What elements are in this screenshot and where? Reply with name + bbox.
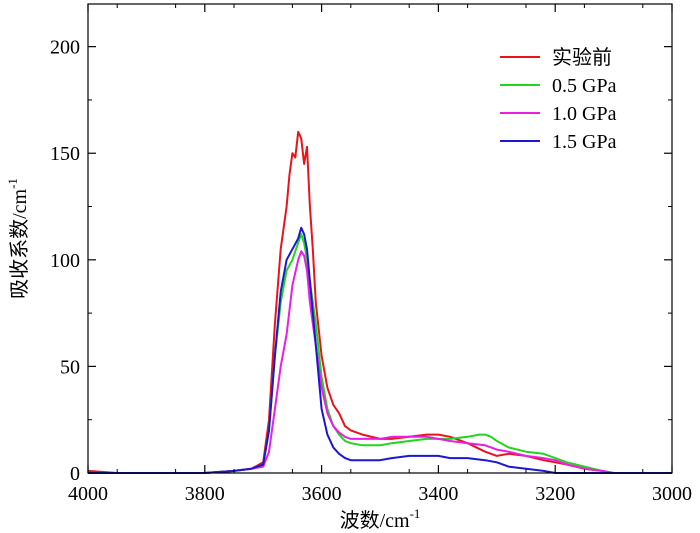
x-axis-title: 波数/cm-1 xyxy=(340,506,421,532)
x-axis-title-text: 波数/cm xyxy=(340,509,410,532)
y-tick-label-1: 50 xyxy=(60,356,80,378)
series-group xyxy=(87,130,672,474)
x-tick-label-2: 3600 xyxy=(302,483,342,505)
x-axis-title-superscript: -1 xyxy=(410,506,421,521)
series-line-0 xyxy=(87,130,672,474)
series-line-1 xyxy=(88,233,672,474)
x-tick-label-0: 4000 xyxy=(68,483,108,505)
legend-label-1: 0.5 GPa xyxy=(552,75,617,97)
series-line-2 xyxy=(88,250,672,474)
y-tick-label-4: 200 xyxy=(50,37,80,59)
y-axis-title: 吸收系数/cm-1 xyxy=(5,178,31,299)
legend-label-0: 实验前 xyxy=(552,46,612,69)
y-axis-title-text: 吸收系数/cm xyxy=(8,188,31,298)
series-line-3 xyxy=(88,226,672,474)
y-axis-title-superscript: -1 xyxy=(5,178,20,189)
legend-label-2: 1.0 GPa xyxy=(552,103,617,125)
x-tick-label-4: 3200 xyxy=(535,483,575,505)
x-tick-label-1: 3800 xyxy=(185,483,225,505)
x-tick-label-3: 3400 xyxy=(418,483,458,505)
x-tick-label-5: 3000 xyxy=(652,483,692,505)
plot-frame xyxy=(87,3,673,474)
legend: 实验前 0.5 GPa 1.0 GPa 1.5 GPa xyxy=(500,46,617,153)
y-tick-label-3: 150 xyxy=(50,143,80,165)
y-tick-label-0: 0 xyxy=(70,463,80,485)
legend-label-3: 1.5 GPa xyxy=(552,131,617,153)
axis-ticks: 4000 3800 3600 3400 3200 3000 0 50 100 150 200 xyxy=(50,4,692,505)
y-tick-label-2: 100 xyxy=(50,250,80,272)
